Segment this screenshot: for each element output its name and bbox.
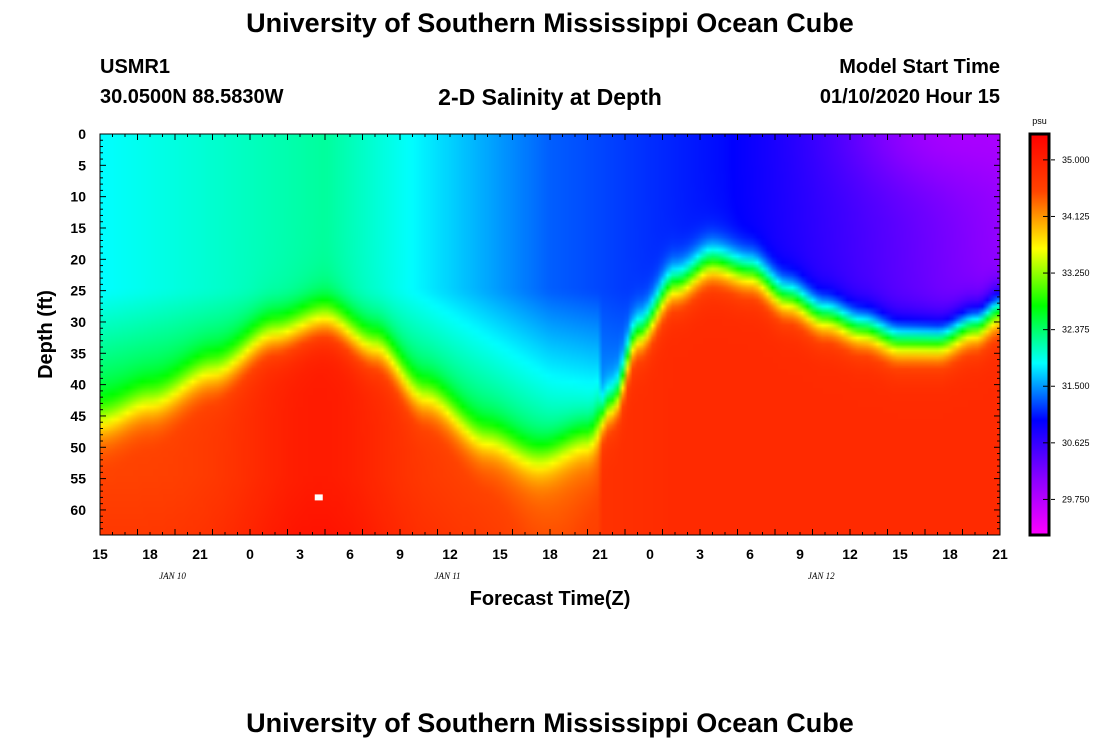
x-tick-label: 3: [696, 546, 704, 562]
x-tick-label: 15: [92, 546, 108, 562]
colorbar: [1028, 132, 1051, 537]
x-tick-label: 21: [192, 546, 208, 562]
y-tick-label: 20: [70, 251, 86, 267]
x-tick-label: 12: [442, 546, 458, 562]
model-start-value: 01/10/2020 Hour 15: [819, 86, 1000, 108]
y-tick-label: 15: [70, 220, 86, 236]
y-tick-label: 50: [70, 439, 86, 455]
y-tick-label: 25: [70, 283, 86, 299]
y-tick-label: 0: [78, 126, 86, 142]
salinity-chart: 15 18 21 0 3 6 9 12 15 18 21 0 3 6 9 12 15 18 21 JAN 10 JAN …: [35, 116, 1090, 610]
x-tick-label: 0: [246, 546, 254, 562]
x-tick-label: 15: [892, 546, 908, 562]
y-tick-label: 45: [70, 408, 86, 424]
x-tick-label: 9: [396, 546, 404, 562]
colorbar-ticks: 35.000 34.125 33.250 32.375 31.500 30.625 29.7…: [1043, 155, 1090, 504]
x-tick-label: 18: [942, 546, 958, 562]
colorbar-unit: psu: [1032, 116, 1047, 126]
x-tick-label: 21: [992, 546, 1008, 562]
x-axis-ticks: 15 18 21 0 3 6 9 12 15 18 21 0 3 6 9 12 15 18 21 JAN 10 JAN …: [92, 134, 1008, 581]
y-axis-ticks: 0 5 10 15 20 25 30 35 40 45 50 55 60: [70, 126, 1000, 536]
data-marker: [314, 494, 323, 501]
colorbar-tick-label: 35.000: [1062, 155, 1090, 165]
y-tick-label: 55: [70, 471, 86, 487]
y-tick-label: 10: [70, 189, 86, 205]
x-tick-label: 6: [746, 546, 754, 562]
x-tick-label: 18: [542, 546, 558, 562]
footer-title: University of Southern Mississippi Ocean…: [246, 708, 854, 738]
colorbar-tick-label: 30.625: [1062, 438, 1090, 448]
y-tick-label: 35: [70, 345, 86, 361]
salinity-heatmap: [100, 134, 1000, 535]
x-tick-label: 6: [346, 546, 354, 562]
x-tick-label: 3: [296, 546, 304, 562]
chart-title: University of Southern Mississippi Ocean…: [246, 8, 854, 38]
x-tick-label: 18: [142, 546, 158, 562]
chart-subtitle: 2-D Salinity at Depth: [438, 84, 662, 110]
colorbar-tick-label: 29.750: [1062, 494, 1090, 504]
x-tick-label: 15: [492, 546, 508, 562]
y-tick-label: 30: [70, 314, 86, 330]
colorbar-tick-label: 34.125: [1062, 211, 1090, 221]
y-tick-label: 60: [70, 502, 86, 518]
colorbar-tick-label: 31.500: [1062, 381, 1090, 391]
y-axis-title: Depth (ft): [35, 290, 57, 379]
x-axis-title: Forecast Time(Z): [470, 588, 631, 610]
colorbar-tick-label: 33.250: [1062, 268, 1090, 278]
colorbar-tick-label: 32.375: [1062, 325, 1090, 335]
date-label: JAN 12: [808, 571, 835, 581]
x-tick-label: 0: [646, 546, 654, 562]
date-label: JAN 10: [159, 571, 186, 581]
station-coordinates: 30.0500N 88.5830W: [100, 86, 284, 108]
model-start-label: Model Start Time: [839, 56, 1000, 78]
date-label: JAN 11: [434, 571, 460, 581]
x-tick-label: 21: [592, 546, 608, 562]
y-tick-label: 40: [70, 377, 86, 393]
x-tick-label: 9: [796, 546, 804, 562]
y-tick-label: 5: [78, 157, 86, 173]
station-id: USMR1: [100, 56, 171, 78]
marker-layer: [314, 494, 323, 501]
x-tick-label: 12: [842, 546, 858, 562]
